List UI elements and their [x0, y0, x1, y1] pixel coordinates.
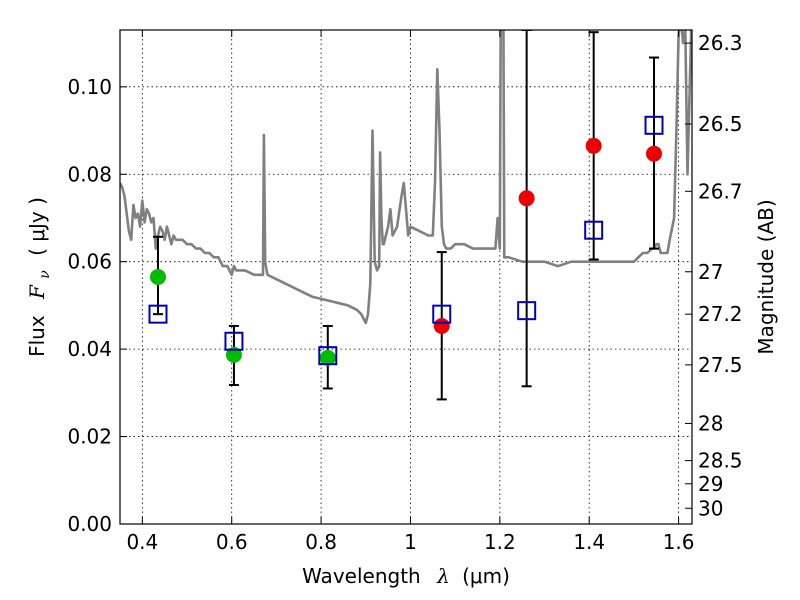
x-axis-label-unit: (μm) — [462, 564, 510, 588]
y-tick-label: 0.02 — [67, 425, 112, 449]
mag-tick-label: 29 — [698, 472, 723, 496]
x-axis-label-text: Wavelength — [302, 564, 421, 588]
y2-axis-label: Magnitude (AB) — [754, 199, 778, 354]
mag-tick-label: 27.5 — [698, 353, 743, 377]
mag-tick-label: 30 — [698, 496, 723, 520]
mag-tick-label: 27.2 — [698, 302, 743, 326]
x-tick-label: 0.6 — [216, 530, 248, 554]
mag-tick-label: 28.5 — [698, 449, 743, 473]
model-spectrum-line — [120, 30, 692, 325]
model-squares-point — [318, 346, 338, 366]
red-photometry-point — [646, 145, 663, 162]
y-axis-label-subscript: ν — [37, 270, 53, 279]
y-tick-label: 0.06 — [67, 250, 112, 274]
green-photometry-point — [149, 269, 166, 285]
grid-lines — [120, 30, 692, 525]
plot-frame — [119, 29, 693, 525]
red-photometry-point — [518, 190, 535, 207]
model-squares-point — [432, 304, 452, 324]
model-squares-point — [517, 301, 537, 321]
model-squares-point — [148, 304, 168, 324]
mag-tick-label: 28 — [698, 411, 723, 435]
model-squares-point — [224, 331, 244, 351]
x-tick-label: 1 — [404, 530, 417, 554]
plot-area — [120, 30, 692, 401]
y-axis-label-text: Flux — [25, 315, 49, 357]
red-photometry-point — [585, 137, 602, 154]
y-tick-label: 0.00 — [67, 512, 112, 536]
model-squares-point — [644, 115, 664, 135]
marker-layer — [148, 115, 664, 366]
y-axis-label-unit: ( μJy ) — [25, 197, 49, 256]
x-tick-label: 0.8 — [305, 530, 337, 554]
mag-tick-label: 26.5 — [698, 112, 743, 136]
green-photometry-point — [225, 346, 242, 363]
green-photometry-point — [319, 349, 336, 366]
model-squares-point — [584, 220, 604, 240]
x-tick-label: 0.4 — [126, 530, 158, 554]
y-tick-label: 0.04 — [67, 337, 112, 361]
y-axis-label: Flux F ν ( μJy ) — [25, 197, 54, 357]
x-tick-label: 1.4 — [573, 530, 605, 554]
y-axis-label-symbol: F — [25, 284, 49, 300]
spectrum-layer — [120, 30, 692, 325]
x-tick-label: 1.2 — [484, 530, 516, 554]
y-tick-label: 0.10 — [67, 75, 112, 99]
x-axis-label-symbol: λ — [436, 564, 450, 588]
x-axis-label: Wavelength λ (μm) — [302, 564, 510, 588]
y-tick-label: 0.08 — [67, 162, 112, 186]
mag-tick-label: 26.7 — [698, 179, 743, 203]
red-photometry-point — [433, 317, 450, 334]
x-tick-label: 1.6 — [663, 530, 695, 554]
mag-tick-label: 27 — [698, 260, 723, 284]
mag-tick-label: 26.3 — [698, 31, 743, 55]
axis-ticks: 0.4 0.6 0.8 1 1.2 1.4 1.6 0.00 0.02 0.04 0.06 0.08 0… — [67, 30, 743, 554]
